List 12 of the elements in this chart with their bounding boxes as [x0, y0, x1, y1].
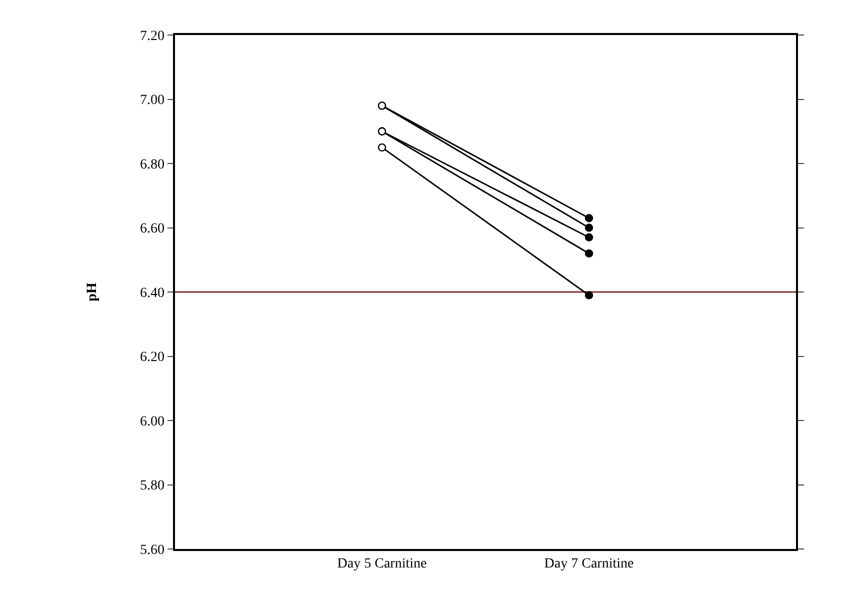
- y-tick-label: 5.60: [140, 542, 164, 558]
- y-axis-title: pH: [85, 282, 100, 302]
- y-tick-label: 7.00: [140, 93, 164, 108]
- y-tick-label: 6.60: [140, 222, 164, 237]
- y-tick-label: 6.40: [140, 286, 164, 301]
- x-tick-label: Day 7 Carnitine: [544, 556, 634, 572]
- y-tick-label: 7.20: [140, 28, 164, 44]
- y-tick-label: 6.20: [140, 350, 164, 366]
- y-tick-label: 6.80: [140, 157, 164, 172]
- y-tick-label: 6.00: [140, 414, 164, 430]
- x-tick-label: Day 5 Carnitine: [337, 556, 427, 572]
- y-tick-label: 5.80: [140, 478, 164, 494]
